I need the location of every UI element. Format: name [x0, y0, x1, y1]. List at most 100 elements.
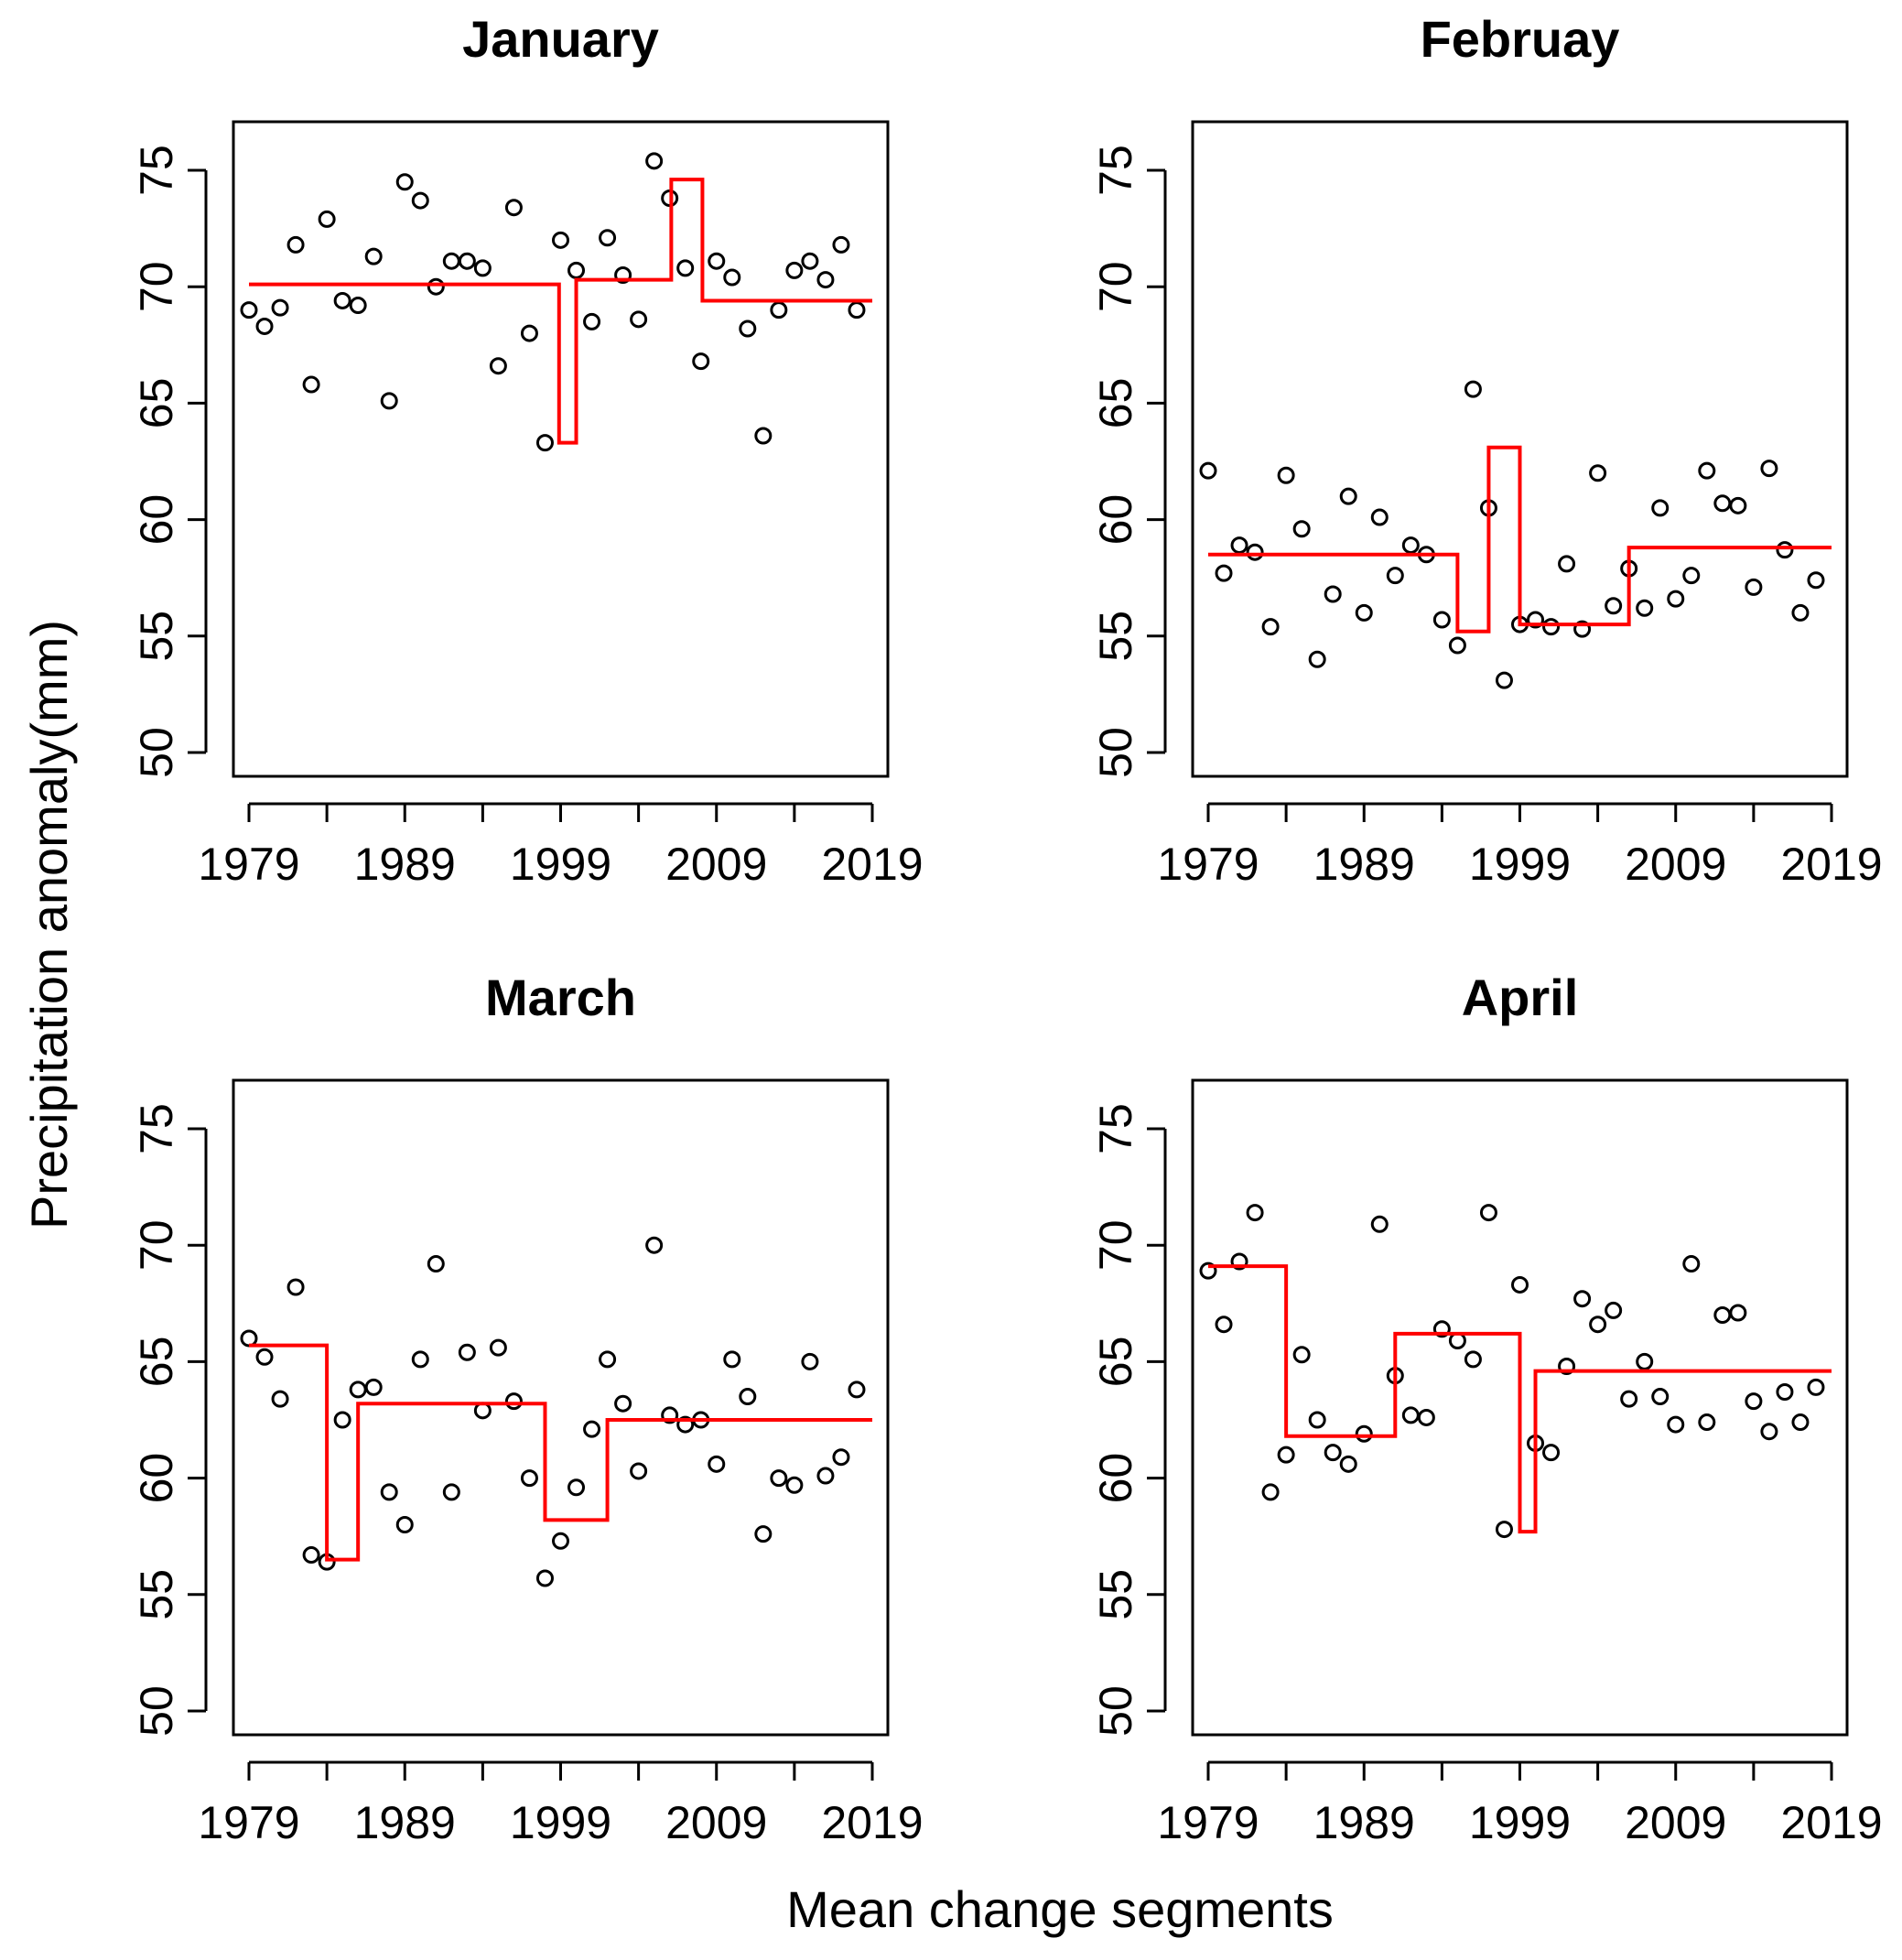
x-tick-label: 1989 [1313, 839, 1415, 890]
data-point [1791, 603, 1810, 622]
plot-frame [1191, 1078, 1849, 1737]
y-tick-label: 60 [131, 1453, 182, 1504]
data-point [1542, 618, 1561, 636]
data-point [1261, 618, 1280, 636]
data-point [395, 173, 414, 191]
data-point [520, 324, 538, 342]
data-point [1807, 1378, 1825, 1396]
y-tick-label: 75 [131, 1103, 182, 1154]
data-point [1230, 536, 1248, 555]
data-point [489, 1338, 507, 1357]
y-tick-label: 60 [1090, 494, 1141, 546]
data-point [1339, 1455, 1357, 1473]
data-point [1605, 1301, 1623, 1319]
y-tick-label: 65 [1090, 1337, 1141, 1388]
data-point [271, 1390, 289, 1408]
x-tick-label: 1979 [198, 839, 299, 890]
data-point [1277, 466, 1295, 484]
data-point [1667, 590, 1685, 608]
data-point [1417, 1408, 1435, 1426]
data-point [535, 1569, 554, 1587]
data-point [770, 1469, 788, 1488]
data-point [1807, 571, 1825, 590]
data-point [333, 1411, 351, 1429]
panel-february: Februay 50 55 60 65 70 75 1979 1989 1999 2009 2019 [1090, 10, 1882, 890]
y-tick-label: 65 [131, 1337, 182, 1388]
mean-segment-line [249, 178, 872, 445]
data-point [567, 1478, 586, 1497]
data-point [645, 152, 664, 170]
data-point [801, 1352, 819, 1370]
data-point [785, 261, 804, 279]
x-tick-label: 1999 [1469, 839, 1571, 890]
data-point [1324, 585, 1342, 603]
data-point [676, 259, 695, 277]
x-tick-label: 2009 [1625, 839, 1726, 890]
data-point [1776, 541, 1794, 559]
data-point [1636, 599, 1654, 617]
data-point [1339, 487, 1357, 505]
x-tick-label: 2009 [665, 839, 767, 890]
x-tick-label: 1989 [354, 839, 456, 890]
data-point [1215, 564, 1233, 582]
data-point [708, 1455, 726, 1473]
data-point [1277, 1446, 1295, 1464]
data-point [599, 1350, 617, 1369]
data-point [286, 1278, 305, 1296]
data-point [1745, 578, 1763, 596]
y-tick-label: 55 [1090, 611, 1141, 662]
mean-segment-line [1208, 445, 1832, 633]
data-point [535, 434, 554, 452]
x-tick-label: 2019 [1780, 839, 1882, 890]
mean-segment-line [1208, 1264, 1832, 1534]
data-point [723, 268, 741, 287]
data-point [1355, 603, 1373, 622]
data-point [1682, 1255, 1701, 1273]
data-point [832, 1448, 850, 1467]
plot-frame [232, 120, 890, 778]
data-point [1432, 1320, 1451, 1338]
data-point [1745, 1392, 1763, 1411]
y-tick-label: 60 [1090, 1453, 1141, 1504]
data-point [333, 291, 351, 309]
y-tick-label: 70 [131, 1219, 182, 1271]
data-point [1308, 1411, 1326, 1429]
data-point [614, 265, 632, 284]
data-point [1230, 1252, 1248, 1271]
data-point [1791, 1413, 1810, 1432]
panel-title: March [485, 969, 636, 1026]
data-point [1573, 1290, 1592, 1308]
data-point [645, 1236, 664, 1254]
data-point [349, 297, 367, 315]
data-point [692, 352, 710, 371]
y-tick-label: 60 [131, 494, 182, 546]
y-tick-label: 55 [131, 1569, 182, 1620]
data-point [1246, 543, 1264, 561]
data-point [302, 1546, 320, 1565]
data-point [583, 312, 601, 330]
data-point [676, 1415, 695, 1434]
y-axis-label: Precipitation anomaly(mm) [20, 620, 78, 1229]
data-point [1651, 1388, 1670, 1406]
data-point [1776, 1382, 1794, 1401]
data-point [1760, 1423, 1778, 1441]
data-point [1558, 1357, 1576, 1375]
data-point [552, 1532, 569, 1550]
panel-march: March 50 55 60 65 70 75 1979 1989 1999 2009 2019 [131, 969, 923, 1848]
data-point [708, 252, 726, 270]
data-point [240, 301, 258, 319]
x-tick-label: 1979 [198, 1797, 299, 1848]
data-point [661, 1406, 679, 1424]
x-tick-label: 1999 [510, 1797, 611, 1848]
x-tick-label: 1979 [1157, 1797, 1259, 1848]
y-tick-label: 75 [1090, 1103, 1141, 1154]
data-point [1199, 461, 1217, 480]
panel-title: Februay [1421, 10, 1620, 68]
data-point [754, 427, 773, 445]
x-tick-label: 1979 [1157, 839, 1259, 890]
x-tick-label: 1999 [510, 839, 611, 890]
data-point [504, 199, 523, 217]
x-tick-label: 2019 [1780, 1797, 1882, 1848]
x-tick-label: 2019 [821, 839, 923, 890]
y-tick-label: 75 [1090, 145, 1141, 196]
